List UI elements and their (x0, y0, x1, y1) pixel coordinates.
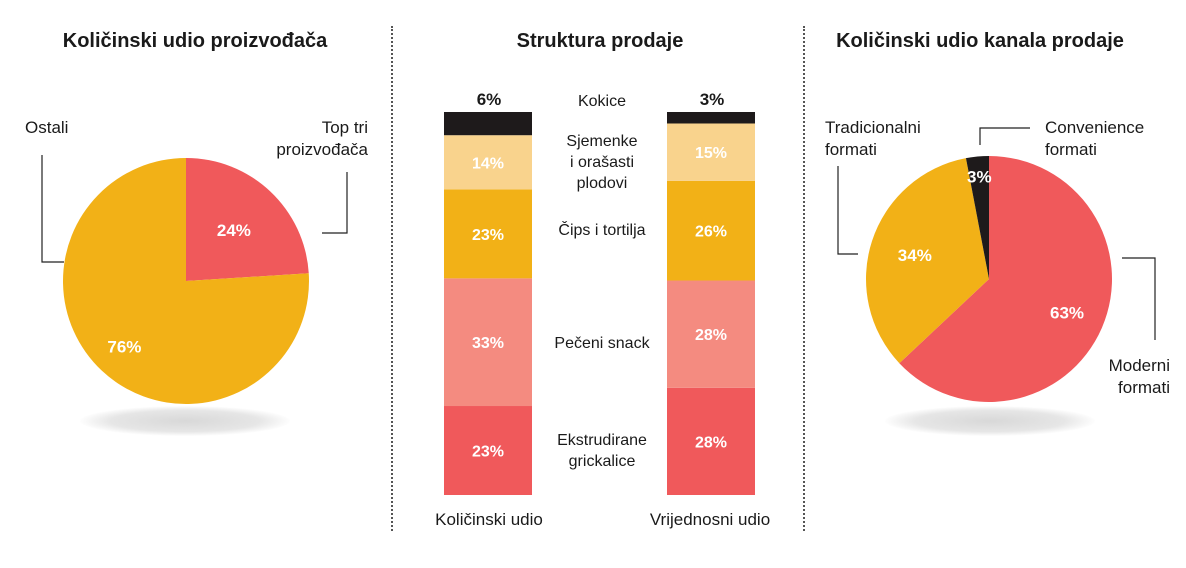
bar1-segment-label-2: 23% (472, 227, 504, 244)
pie2-slice-label-0: 63% (1050, 304, 1084, 323)
divider-right (803, 26, 805, 531)
bar2-segment-2 (667, 180, 755, 281)
bar1-segment-label-1: 33% (472, 335, 504, 352)
pie1-label-ostali: Ostali (25, 118, 69, 137)
bar1-segment-3 (444, 135, 532, 190)
cat-label-cips: Čips i tortilja (558, 222, 646, 239)
bar2-segment-1 (667, 280, 755, 388)
bar2-segment-label-0: 28% (695, 434, 727, 451)
pie2-callout-moderni (1122, 257, 1156, 340)
pie2-callout-convenience (979, 127, 1030, 145)
bar1-segment-label-3: 14% (472, 155, 504, 172)
pie1-slice-0 (186, 158, 309, 281)
pie2-label-moderni: Moderni formati (1108, 356, 1170, 397)
pie2-slice-0 (899, 156, 1112, 402)
bar1-segment-0 (444, 406, 532, 495)
pie1-slice-label-0: 24% (217, 221, 251, 240)
pie2-label-convenience: Convenience formati (1045, 118, 1145, 159)
pie2-slice-label-2: 3% (967, 167, 992, 186)
divider-left (391, 26, 393, 531)
pie1-slice-1 (63, 158, 310, 404)
pie1-slice-label-1: 76% (107, 338, 141, 357)
pie1-callout-top-tri (322, 172, 348, 234)
bar1-segment-1 (444, 278, 532, 407)
bar2-top-pct: 3% (699, 90, 725, 109)
pie1-shadow (80, 406, 290, 436)
bar1-segment-2 (444, 189, 532, 279)
pie1-label-top-tri-text: Top tri proizvođača (276, 118, 368, 159)
bar1-top-pct: 6% (476, 90, 502, 109)
bar2-segment-4 (667, 112, 755, 124)
pie2-title: Količinski udio kanala prodaje (836, 30, 1124, 52)
cat-label-ekstrudirane: Ekstrudirane grickalice (557, 432, 647, 470)
pie2-slice-label-1: 34% (898, 246, 932, 265)
bar2-segment-label-2: 26% (695, 224, 727, 241)
bars-title: Struktura prodaje (516, 30, 684, 52)
bar1-segment-label-0: 23% (472, 444, 504, 461)
pie2-shadow (885, 406, 1095, 436)
cat-label-peceni: Pečeni snack (554, 335, 650, 352)
pie2-label-tradicionalni: Tradicionalni formati (825, 118, 921, 159)
bar2-segment-0 (667, 387, 755, 495)
cat-label-kokice: Kokice (577, 93, 627, 110)
cat-label-sjemenke: Sjemenke i orašasti plodovi (566, 133, 638, 192)
bar2-axis-label: Vrijednosni udio (649, 510, 771, 529)
pie2-callout-tradicionalni (837, 166, 858, 255)
bar2-segment-3 (667, 123, 755, 181)
bar1-segment-4 (444, 112, 532, 136)
bar2-segment-label-1: 28% (695, 327, 727, 344)
bar1-axis-label: Količinski udio (435, 510, 543, 529)
pie2-slice-2 (965, 156, 989, 279)
pie1-callout-ostali (41, 155, 64, 263)
pie1-label-top-tri: Top tri proizvođača (248, 117, 368, 161)
bar2-segment-label-3: 15% (695, 145, 727, 162)
pie1-title: Količinski udio proizvođača (62, 30, 328, 52)
pie2-slice-1 (865, 158, 989, 364)
